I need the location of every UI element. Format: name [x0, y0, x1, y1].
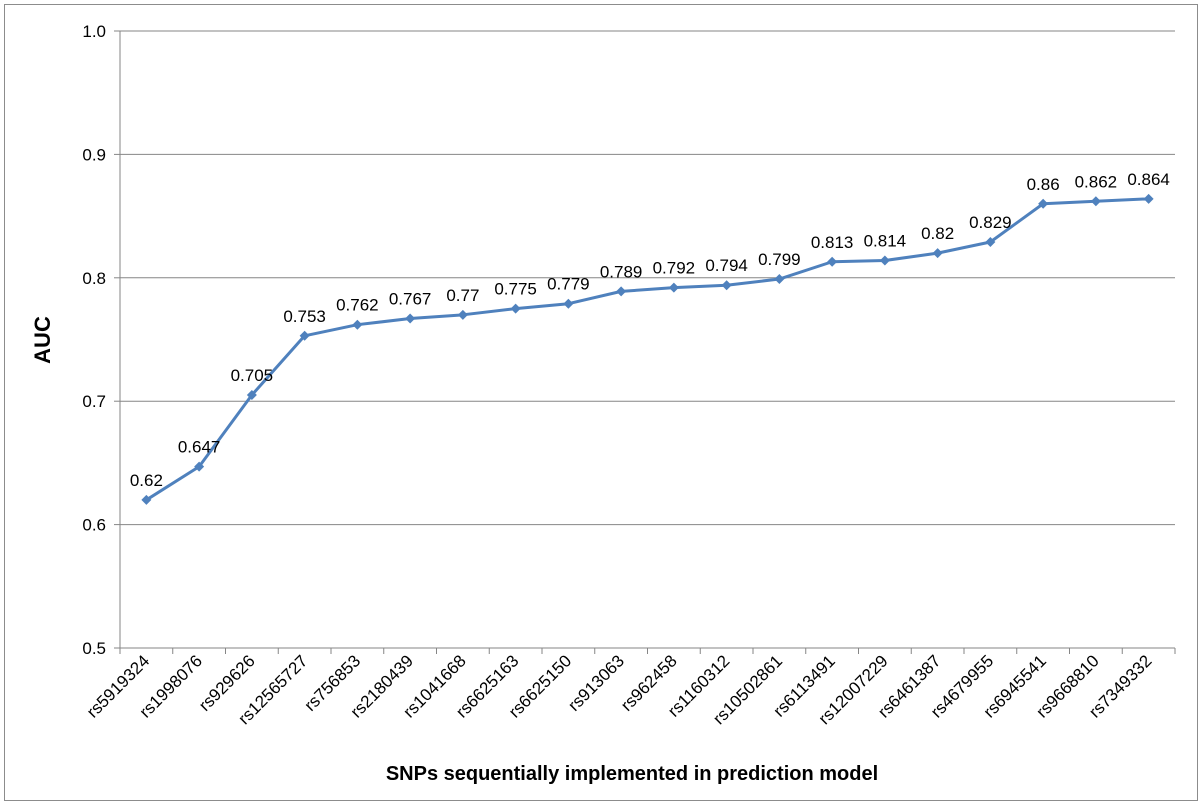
data-label: 0.792 [653, 259, 696, 278]
data-point [932, 248, 943, 259]
data-point [879, 255, 890, 266]
data-point [510, 303, 521, 314]
data-point [827, 256, 838, 267]
data-point [1038, 198, 1049, 209]
data-label: 0.794 [705, 256, 748, 275]
data-label: 0.789 [600, 262, 643, 281]
data-labels: 0.62 0.647 0.705 0.753 0.762 0.767 0.77 0.775 0.… [130, 170, 1170, 490]
x-axis-title: SNPs sequentially implemented in predict… [386, 763, 878, 785]
series-auc [141, 193, 1154, 505]
data-label: 0.775 [494, 280, 537, 299]
data-label: 0.82 [921, 224, 954, 243]
data-point [299, 330, 310, 341]
data-label: 0.753 [283, 307, 326, 326]
data-point [1090, 196, 1101, 207]
data-label: 0.62 [130, 471, 163, 490]
data-point [246, 390, 257, 401]
data-label: 0.647 [178, 438, 221, 457]
y-tick-label: 0.5 [82, 639, 106, 658]
y-tick-label: 0.7 [82, 392, 106, 411]
data-point [1143, 193, 1154, 204]
data-point [774, 274, 785, 285]
data-point [563, 298, 574, 309]
data-point [457, 309, 468, 320]
y-axis-ticks: 0.5 0.6 0.7 0.8 0.9 1.0 [82, 22, 120, 658]
data-label: 0.767 [389, 290, 432, 309]
series-line [145, 197, 1149, 502]
y-tick-label: 0.9 [82, 145, 106, 164]
data-label: 0.77 [446, 286, 479, 305]
data-point [668, 282, 679, 293]
data-point [405, 313, 416, 324]
data-label: 0.813 [811, 233, 854, 252]
data-label: 0.814 [864, 232, 907, 251]
data-label: 0.86 [1027, 175, 1060, 194]
data-label: 0.799 [758, 250, 801, 269]
y-tick-label: 0.6 [82, 516, 106, 535]
data-label: 0.779 [547, 275, 590, 294]
gridlines [120, 30, 1175, 526]
y-tick-label: 1.0 [82, 22, 106, 41]
y-axis-title: AUC [30, 316, 55, 364]
data-point [721, 280, 732, 291]
data-point [141, 494, 152, 505]
data-label: 0.829 [969, 213, 1012, 232]
data-label: 0.864 [1127, 170, 1170, 189]
data-label: 0.862 [1075, 172, 1118, 191]
data-point [616, 286, 627, 297]
data-point [985, 237, 996, 248]
y-tick-label: 0.8 [82, 269, 106, 288]
data-point [352, 319, 363, 330]
data-point [194, 461, 205, 472]
chart-frame [4, 4, 1198, 801]
data-label: 0.705 [231, 366, 274, 385]
data-label: 0.762 [336, 296, 379, 315]
x-tick-label: rs913063 [564, 651, 628, 715]
